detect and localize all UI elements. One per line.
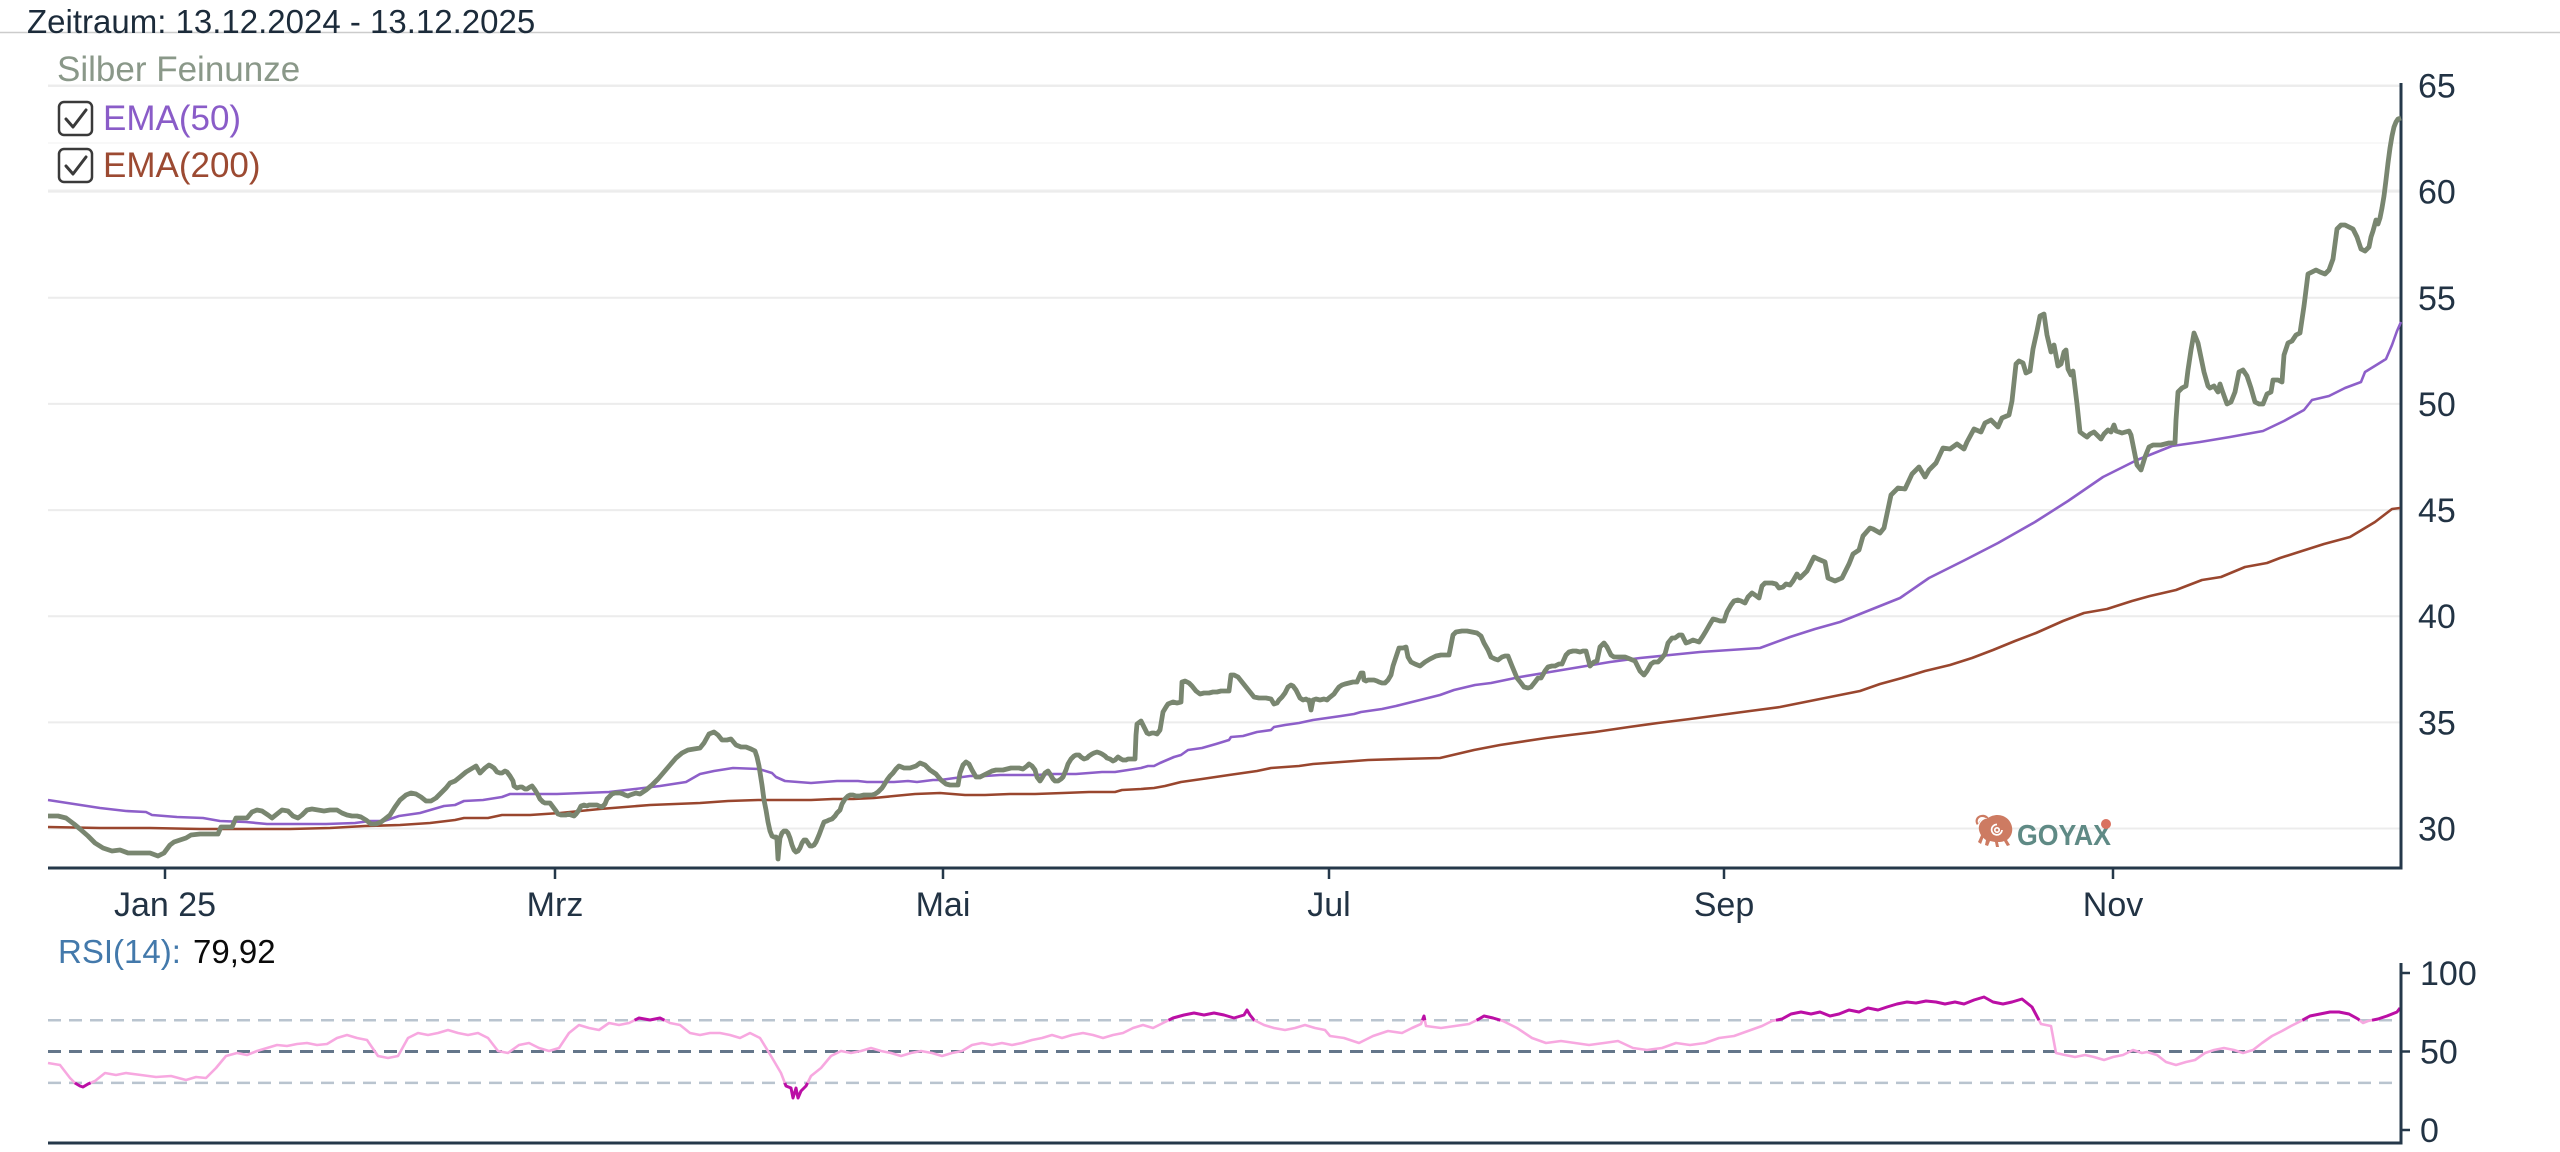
svg-text:79,92: 79,92 bbox=[193, 933, 276, 970]
svg-text:100: 100 bbox=[2420, 955, 2477, 993]
svg-text:Sep: Sep bbox=[1694, 886, 1755, 924]
svg-text:GOYAX: GOYAX bbox=[2017, 820, 2112, 852]
svg-text:Nov: Nov bbox=[2083, 886, 2143, 924]
svg-text:50: 50 bbox=[2420, 1034, 2458, 1072]
svg-text:Jan 25: Jan 25 bbox=[114, 886, 216, 924]
svg-text:Mrz: Mrz bbox=[527, 886, 584, 924]
svg-text:35: 35 bbox=[2418, 704, 2456, 742]
svg-text:30: 30 bbox=[2418, 811, 2456, 849]
svg-text:EMA(50): EMA(50) bbox=[103, 99, 241, 138]
svg-text:45: 45 bbox=[2418, 492, 2456, 530]
svg-text:Jul: Jul bbox=[1307, 886, 1350, 924]
svg-text:RSI(14):: RSI(14): bbox=[58, 933, 181, 970]
svg-text:Mai: Mai bbox=[916, 886, 971, 924]
svg-text:0: 0 bbox=[2420, 1112, 2439, 1150]
svg-text:55: 55 bbox=[2418, 280, 2456, 318]
svg-text:65: 65 bbox=[2418, 68, 2456, 106]
svg-text:60: 60 bbox=[2418, 174, 2456, 212]
svg-text:Zeitraum: 13.12.2024 - 13.12.2: Zeitraum: 13.12.2024 - 13.12.2025 bbox=[27, 3, 535, 40]
svg-text:50: 50 bbox=[2418, 386, 2456, 424]
svg-text:Silber Feinunze: Silber Feinunze bbox=[57, 50, 300, 89]
svg-text:40: 40 bbox=[2418, 598, 2456, 636]
svg-text:EMA(200): EMA(200) bbox=[103, 146, 261, 185]
